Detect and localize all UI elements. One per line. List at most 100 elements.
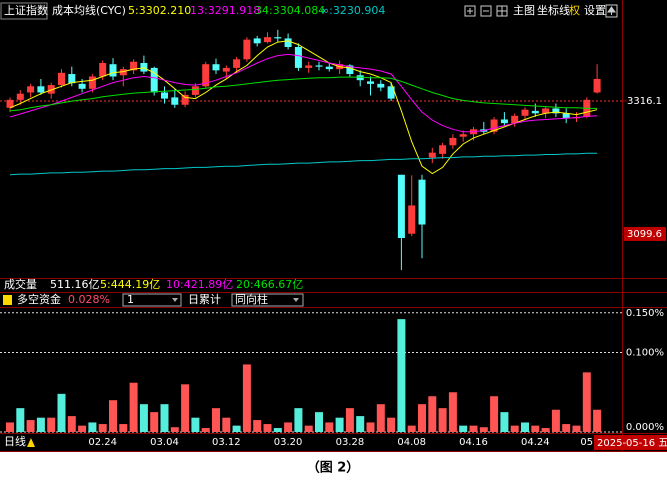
period-dropdown[interactable] (122, 293, 182, 307)
x-tick-label: 03.28 (336, 437, 365, 448)
bar (448, 392, 457, 432)
candle-body (552, 108, 560, 114)
bar (170, 427, 179, 432)
candle-body (99, 62, 107, 77)
bar (160, 404, 169, 432)
date-box (594, 435, 667, 450)
candle-body (109, 64, 117, 77)
bar (593, 409, 602, 432)
candle-body (243, 39, 251, 60)
x-tick-label: 05 (580, 437, 593, 448)
x-tick-label: 04.16 (459, 437, 488, 448)
tick-highlight (624, 226, 666, 241)
candle-body (140, 62, 148, 72)
bar (521, 422, 529, 432)
bar (139, 404, 148, 432)
volume-ma: 5:444.19亿 10:421.89亿 20:466.67亿 (100, 278, 303, 291)
candle-body (253, 38, 261, 44)
toolbar-adjust[interactable]: 权 (569, 4, 580, 17)
bar (88, 422, 97, 432)
bar (191, 417, 200, 432)
indicator-name: 成本均线(CYC) (52, 3, 126, 17)
x-tick-label: 04.08 (397, 437, 426, 448)
bar (36, 417, 45, 432)
x-tick-label: 03.20 (274, 437, 303, 448)
panel-borders (0, 0, 667, 452)
candle-body (37, 86, 45, 93)
volume-ma-item: 5:444.19亿 (100, 278, 160, 291)
bar (304, 425, 313, 432)
indicator-label: 多空资金 (17, 292, 61, 306)
legend-item: ∞:3230.904 (320, 4, 385, 17)
legend-item: 34:3304.084 (255, 4, 325, 17)
bar (510, 425, 519, 432)
candle-body (346, 65, 354, 75)
toolbar-main[interactable]: 主图 (513, 4, 535, 17)
period-value[interactable]: 1 (127, 293, 134, 306)
candle-body (542, 108, 550, 114)
candle-body (521, 109, 529, 116)
x-tick-label: 04.24 (521, 437, 550, 448)
bar (325, 422, 334, 432)
bar (212, 408, 220, 432)
ma-line (9, 53, 598, 133)
candle-body (150, 67, 158, 93)
dropdown-arrow (172, 298, 178, 302)
bar (201, 428, 210, 432)
candle-body (78, 83, 86, 89)
up-icon[interactable] (605, 4, 618, 18)
x-tick-label: 03.12 (212, 437, 241, 448)
bar (16, 408, 25, 432)
candle-body (511, 115, 519, 124)
candle-body (202, 64, 210, 87)
period-label[interactable]: 日线 (4, 434, 26, 448)
bar (438, 408, 447, 432)
bar (232, 425, 241, 432)
period-icon (27, 438, 35, 447)
volume-label: 成交量 (4, 277, 37, 291)
candle-body (408, 205, 416, 234)
bar (67, 416, 76, 432)
mode-label: 日累计 (188, 293, 221, 306)
volume-ma-item: 10:421.89亿 (166, 278, 233, 291)
candle-body (191, 86, 199, 95)
toolbar-settings[interactable]: 设置 (584, 4, 606, 17)
candle-body (88, 76, 96, 89)
candle-body (418, 179, 426, 225)
candle-body (16, 93, 24, 100)
bar (109, 400, 117, 432)
bar (315, 412, 323, 432)
legend: 5:3302.21013:3291.91834:3304.084∞:3230.9… (128, 4, 385, 17)
style-value[interactable]: 同向柱 (235, 292, 268, 306)
style-dropdown[interactable] (231, 293, 304, 307)
bar (376, 404, 385, 432)
volume-ma-item: 20:466.67亿 (236, 278, 303, 291)
ma-line (9, 152, 598, 176)
y-tick-label: 3099.6 (627, 229, 662, 240)
candle-body (387, 86, 395, 99)
bar (562, 424, 571, 432)
candle-body (325, 66, 333, 70)
plot-area: 3316.1 3099.6 0.150% 0.100% 0.000% 02.24 03.04… (0, 29, 666, 448)
zoom-in-icon[interactable] (464, 5, 476, 17)
bar (98, 424, 107, 432)
candle-body (377, 83, 385, 88)
x-tick-label: 02.24 (88, 437, 117, 448)
bar (469, 425, 478, 432)
zoom-out-icon[interactable] (480, 5, 492, 17)
candle-body (58, 72, 65, 86)
bar (150, 412, 159, 432)
candle-body (367, 81, 374, 84)
candle-body (397, 174, 405, 239)
bar (366, 422, 375, 432)
bar (273, 428, 282, 432)
bar (78, 425, 87, 432)
bar (129, 382, 138, 432)
legend-item: 13:3291.918 (190, 4, 260, 17)
candle-body (531, 110, 539, 114)
toolbar-axis[interactable]: 坐标线 (537, 3, 570, 17)
candle-body (449, 137, 457, 146)
current-date: 2025-05-16 五 (597, 438, 667, 449)
help-icon[interactable] (3, 295, 12, 305)
candle-body (130, 61, 138, 71)
